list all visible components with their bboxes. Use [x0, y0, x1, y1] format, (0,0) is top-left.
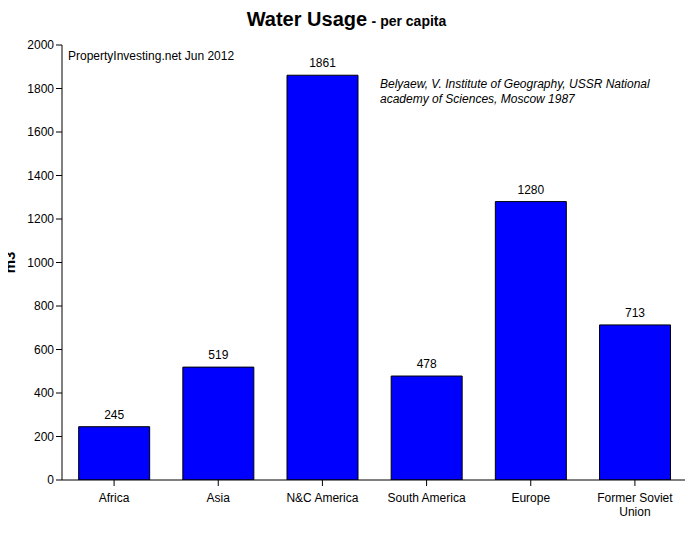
html-text:PropertyInvesting.net Jun 2012: PropertyInvesting.net Jun 2012	[68, 49, 235, 63]
svg-text:Asia: Asia	[207, 491, 231, 505]
svg-text:m3: m3	[8, 252, 18, 274]
svg-text:713: 713	[625, 306, 645, 320]
svg-text:1280: 1280	[517, 183, 544, 197]
svg-text:519: 519	[208, 348, 228, 362]
html-text:Belyaew, V. Institute of Geogr: Belyaew, V. Institute of Geography, USSR…	[380, 77, 650, 106]
svg-text:245: 245	[104, 408, 124, 422]
svg-text:1600: 1600	[27, 125, 54, 139]
svg-text:1800: 1800	[27, 82, 54, 96]
svg-text:1861: 1861	[309, 56, 336, 70]
svg-text:478: 478	[417, 357, 437, 371]
svg-text:Africa: Africa	[99, 491, 130, 505]
html-text:Water Usage - per capita: Water Usage - per capita	[246, 8, 447, 30]
svg-text:400: 400	[34, 386, 54, 400]
svg-text:Former SovietUnion: Former SovietUnion	[597, 491, 673, 519]
svg-text:South America: South America	[388, 491, 466, 505]
svg-text:600: 600	[34, 343, 54, 357]
svg-text:1200: 1200	[27, 212, 54, 226]
svg-text:800: 800	[34, 299, 54, 313]
svg-text:Europe: Europe	[511, 491, 550, 505]
svg-text:2000: 2000	[27, 38, 54, 52]
svg-text:200: 200	[34, 430, 54, 444]
svg-text:N&C America: N&C America	[286, 491, 358, 505]
svg-text:1000: 1000	[27, 256, 54, 270]
svg-text:0: 0	[47, 473, 54, 487]
svg-text:1400: 1400	[27, 169, 54, 183]
